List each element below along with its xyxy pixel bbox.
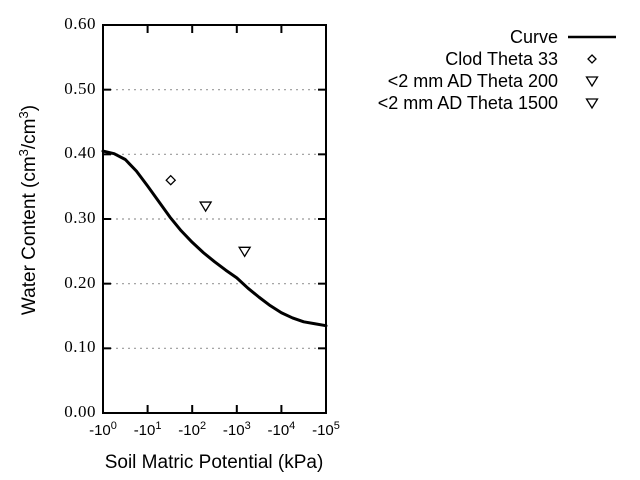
y-tick-label: 0.00 (64, 402, 96, 422)
legend-item: <2 mm AD Theta 200 (378, 70, 620, 92)
legend-item: Curve (378, 26, 620, 48)
x-tick-label: -102 (178, 420, 207, 440)
y-axis-title-text: /cm (19, 118, 41, 150)
y-tick-label: 0.50 (64, 78, 96, 98)
y-axis-title-sup: 3 (15, 149, 31, 157)
legend-label: Clod Theta 33 (445, 48, 558, 69)
x-tick-label: -103 (222, 420, 251, 440)
triangle-down-marker (198, 201, 213, 213)
x-tick-label: -105 (312, 420, 340, 440)
y-tick-label: 0.20 (64, 272, 96, 292)
curve-line (101, 149, 328, 328)
x-axis-title: Soil Matric Potential (kPa) (104, 452, 324, 473)
y-tick-label: 0.60 (64, 14, 96, 34)
triangle-down-icon (585, 98, 599, 110)
y-tick-label: 0.30 (64, 208, 96, 228)
diamond-icon (587, 54, 597, 64)
legend-item: <2 mm AD Theta 1500 (378, 92, 620, 114)
legend-marker (585, 76, 599, 88)
legend-label: <2 mm AD Theta 1500 (377, 92, 558, 113)
y-axis-title-sup: 3 (15, 111, 31, 119)
legend-label: <2 mm AD Theta 200 (387, 70, 558, 91)
legend: Curve Clod Theta 33 <2 mm AD Theta 200 <2 m… (378, 26, 620, 114)
triangle-down-marker (237, 246, 252, 258)
x-tick-label: -100 (89, 420, 117, 440)
legend-marker (568, 35, 616, 39)
y-axis-title-text: Water Content (cm (19, 156, 41, 316)
triangle-down-icon (585, 76, 599, 88)
y-tick-label: 0.40 (64, 143, 96, 163)
legend-item: Clod Theta 33 (378, 48, 620, 70)
legend-marker (587, 54, 597, 64)
legend-label: Curve (509, 26, 558, 47)
y-axis-title: Water Content (cm3/cm3) (15, 104, 41, 316)
diamond-marker (165, 174, 177, 186)
legend-marker (585, 98, 599, 110)
y-axis-title-text: ) (19, 104, 41, 112)
plot-border (102, 24, 327, 414)
x-tick-label: -101 (133, 420, 162, 440)
y-tick-label: 0.10 (64, 337, 96, 357)
x-tick-label: -104 (267, 420, 296, 440)
